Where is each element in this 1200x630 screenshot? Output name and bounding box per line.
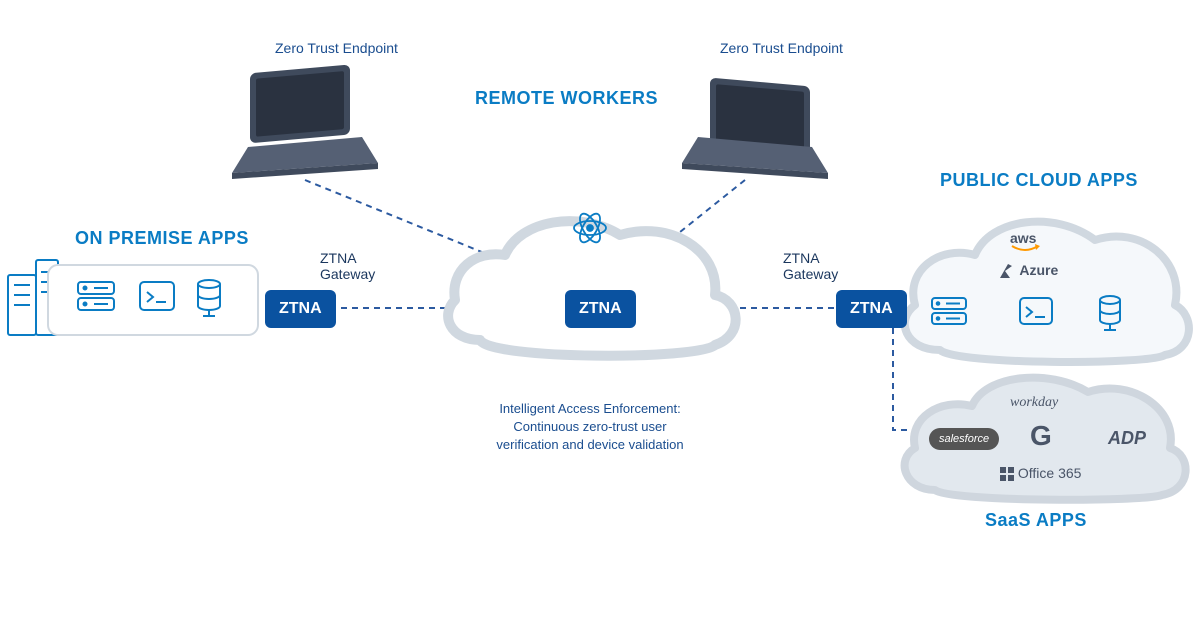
laptop-right — [680, 65, 830, 190]
aws-logo: aws — [1010, 230, 1040, 256]
center-description: Intelligent Access Enforcement: Continuo… — [455, 400, 725, 455]
public-cloud — [905, 222, 1189, 362]
ztna-box-left: ZTNA — [265, 290, 336, 328]
ztna-box-center: ZTNA — [565, 290, 636, 328]
saas-title: SaaS APPS — [985, 510, 1087, 531]
ztna-box-right: ZTNA — [836, 290, 907, 328]
laptop-left — [230, 65, 380, 190]
adp-logo: ADP — [1108, 428, 1146, 449]
on-premise-panel — [48, 265, 258, 335]
workday-logo: workday — [1010, 395, 1058, 411]
public-cloud-title: PUBLIC CLOUD APPS — [940, 170, 1138, 191]
gateway-label-right: ZTNA Gateway — [783, 250, 838, 282]
on-premise-title: ON PREMISE APPS — [75, 228, 249, 249]
azure-logo: Azure — [1000, 262, 1058, 278]
google-logo: G — [1030, 420, 1052, 452]
endpoint-label-right: Zero Trust Endpoint — [720, 40, 843, 56]
salesforce-logo: salesforce — [929, 428, 999, 450]
gateway-label-left: ZTNA Gateway — [320, 250, 375, 282]
endpoint-label-left: Zero Trust Endpoint — [275, 40, 398, 56]
office365-logo: Office 365 — [1000, 465, 1081, 481]
remote-workers-title: REMOTE WORKERS — [475, 88, 658, 109]
